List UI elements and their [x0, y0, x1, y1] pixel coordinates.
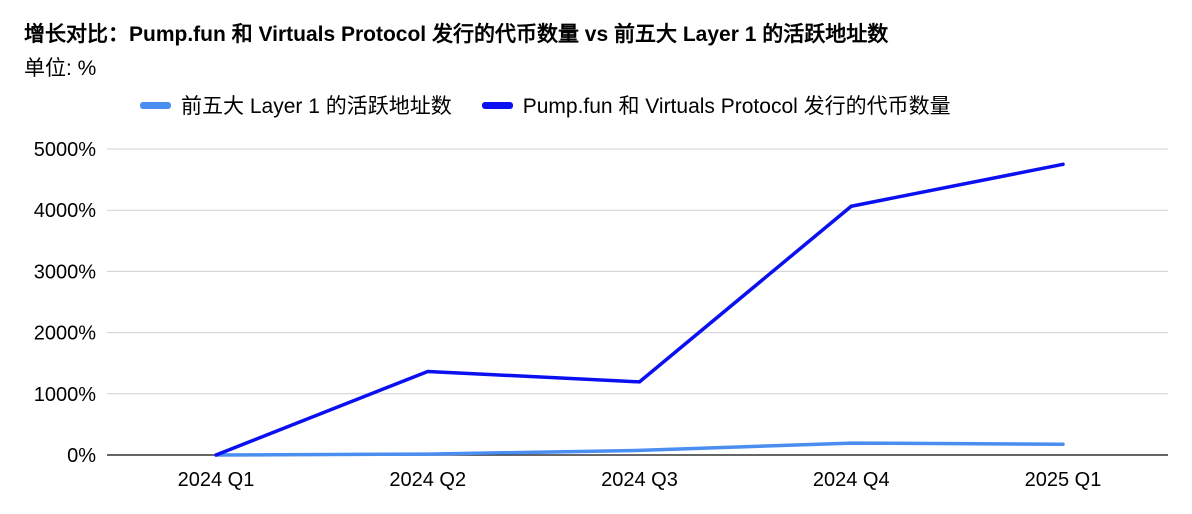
series-line-1 — [214, 162, 1065, 457]
legend-item-pumpfun: Pump.fun 和 Virtuals Protocol 发行的代币数量 — [481, 90, 951, 120]
series-1-point-3 — [849, 204, 853, 208]
x-tick-label-3: 2024 Q4 — [813, 469, 890, 491]
series-0-point-3 — [849, 441, 853, 445]
series-0-point-2 — [637, 448, 642, 453]
y-tick-label-1000: 1000% — [34, 384, 96, 406]
legend-item-layer1: 前五大 Layer 1 的活跃地址数 — [140, 90, 452, 120]
legend-swatch-layer1 — [140, 101, 171, 109]
x-tick-label-4: 2025 Q1 — [1025, 469, 1102, 491]
x-tick-label-0: 2024 Q1 — [178, 469, 255, 491]
chart-subtitle: 单位: % — [24, 57, 97, 80]
legend-label-layer1: 前五大 Layer 1 的活跃地址数 — [181, 95, 452, 118]
series-1-point-4 — [1061, 162, 1065, 166]
y-tick-label-4000: 4000% — [34, 200, 96, 222]
series-0-point-4 — [1061, 442, 1065, 446]
series-1-point-2 — [637, 380, 642, 384]
legend: 前五大 Layer 1 的活跃地址数 Pump.fun 和 Virtuals P… — [140, 90, 981, 120]
y-tick-label-0: 0% — [67, 445, 96, 467]
x-tick-label-1: 2024 Q2 — [389, 469, 466, 491]
series-1-point-1 — [426, 369, 430, 374]
y-tick-label-2000: 2000% — [34, 323, 96, 345]
series-1-point-0 — [214, 453, 218, 457]
y-tick-label-5000: 5000% — [34, 139, 96, 161]
y-tick-label-3000: 3000% — [34, 261, 96, 283]
chart-title: 增长对比：Pump.fun 和 Virtuals Protocol 发行的代币数… — [24, 23, 889, 46]
x-tick-label-2: 2024 Q3 — [601, 469, 678, 491]
series-0-point-1 — [426, 452, 430, 456]
legend-swatch-pumpfun — [481, 101, 513, 109]
legend-label-pumpfun: Pump.fun 和 Virtuals Protocol 发行的代币数量 — [522, 95, 951, 118]
